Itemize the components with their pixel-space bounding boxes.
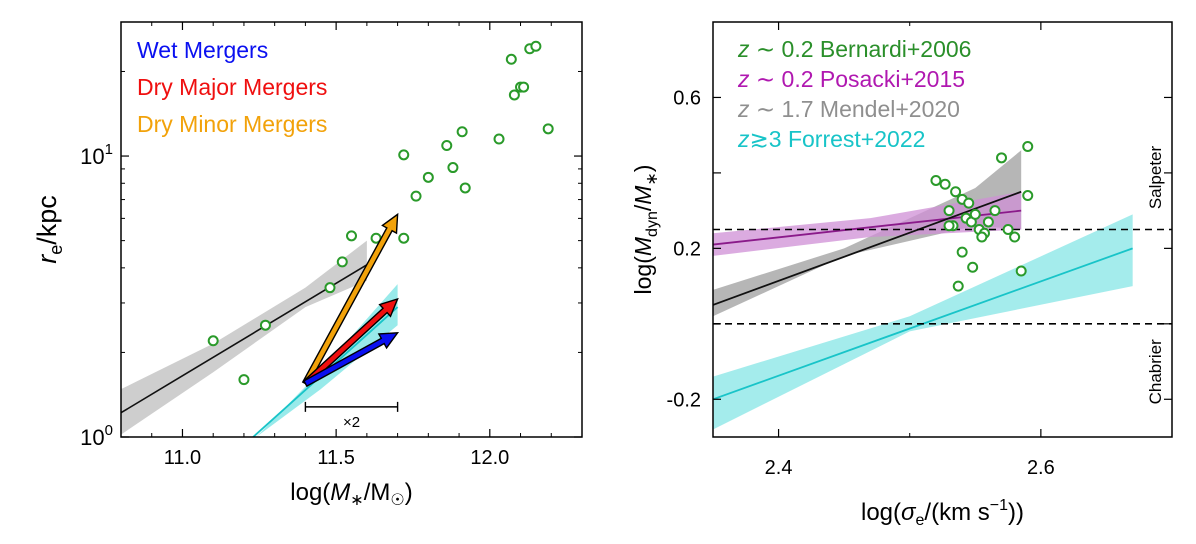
data-point [943, 205, 955, 217]
data-point [441, 140, 453, 152]
confidence-band-black [121, 240, 367, 435]
data-point [259, 319, 271, 331]
legend-entry: Dry Major Mergers [137, 74, 327, 100]
y-axis-label: log(Mdyn/M∗) [630, 165, 661, 295]
data-point [459, 182, 471, 194]
data-point [530, 40, 542, 52]
data-point [1022, 141, 1034, 152]
data-point [1002, 224, 1014, 235]
data-point [1022, 190, 1034, 202]
x-tick-label: 11.5 [317, 447, 354, 469]
data-point [943, 220, 955, 232]
salpeter-label: Salpeter [1146, 146, 1165, 210]
data-point [518, 81, 530, 93]
y-tick-label: 0.2 [673, 238, 701, 260]
arrow-dry-minor [301, 212, 399, 386]
data-point [398, 232, 410, 244]
data-point [508, 89, 520, 101]
x-axis-label: log(M∗/M☉) [290, 479, 412, 509]
data-point [939, 178, 951, 190]
data-point [963, 197, 975, 209]
confidence-band-cyan [713, 214, 1133, 430]
fit-line-black [713, 190, 1022, 306]
data-point [422, 171, 434, 183]
data-point [493, 133, 505, 145]
confidence-band-black [713, 150, 1022, 317]
data-point [956, 246, 968, 258]
data-point [542, 123, 554, 135]
data-point [996, 152, 1008, 164]
data-point [950, 186, 962, 198]
data-point [989, 205, 1001, 217]
y-tick-label: -0.2 [667, 389, 701, 411]
data-point [207, 335, 219, 347]
data-point [952, 280, 964, 292]
x-tick-label: 2.4 [765, 457, 793, 479]
data-point [410, 190, 422, 202]
y-tick-label: 101 [80, 141, 113, 169]
plot-area [121, 40, 554, 437]
legend-entry: z≳3 Forrest+2022 [737, 126, 925, 152]
left-panel: ×2 11.0 11.5 12.0 100 101 log(M∗/M☉) re/kpc Wet … [32, 21, 583, 509]
legend-entry: Dry Minor Mergers [137, 111, 327, 137]
legend-entry: z ∼ 0.2 Bernardi+2006 [737, 36, 971, 62]
right-panel: Salpeter Chabrier 2.4 2.6 -0.2 0.2 0.6 log(σe/(… [630, 21, 1173, 529]
data-point [930, 174, 942, 186]
data-point [336, 256, 348, 268]
legend-entry: Wet Mergers [137, 37, 268, 63]
data-point [447, 162, 459, 174]
chabrier-label: Chabrier [1146, 339, 1165, 405]
x-tick-label: 2.6 [1027, 457, 1055, 479]
data-point [346, 230, 357, 242]
plot-area [713, 141, 1172, 430]
arrow-dry-major [302, 297, 399, 387]
y-tick-label: 100 [80, 422, 113, 450]
y-axis-label: re/kpc [32, 195, 66, 264]
legend-entry: z ∼ 0.2 Posacki+2015 [737, 66, 965, 92]
confidence-band-purple [713, 191, 1022, 256]
plot-frame [120, 21, 583, 438]
y-tick-label: 0.6 [673, 87, 701, 109]
data-point [967, 261, 979, 273]
data-point [976, 231, 988, 243]
data-point [456, 126, 468, 138]
plot-frame [712, 21, 1173, 438]
scale-bar-label: ×2 [343, 414, 360, 431]
data-point [324, 282, 336, 294]
data-point [1015, 265, 1027, 277]
x-tick-label: 11.0 [164, 447, 201, 469]
data-point [969, 208, 981, 220]
data-point [398, 149, 410, 161]
data-point [505, 53, 517, 65]
x-axis-label: log(σe/(km s−1)) [861, 497, 1024, 529]
arrow-wet [303, 331, 400, 388]
data-point [1009, 231, 1021, 243]
data-point [982, 216, 994, 228]
legend-entry: z ∼ 1.7 Mendel+2020 [737, 96, 960, 122]
x-tick-label: 12.0 [470, 447, 509, 469]
data-point [238, 374, 250, 386]
